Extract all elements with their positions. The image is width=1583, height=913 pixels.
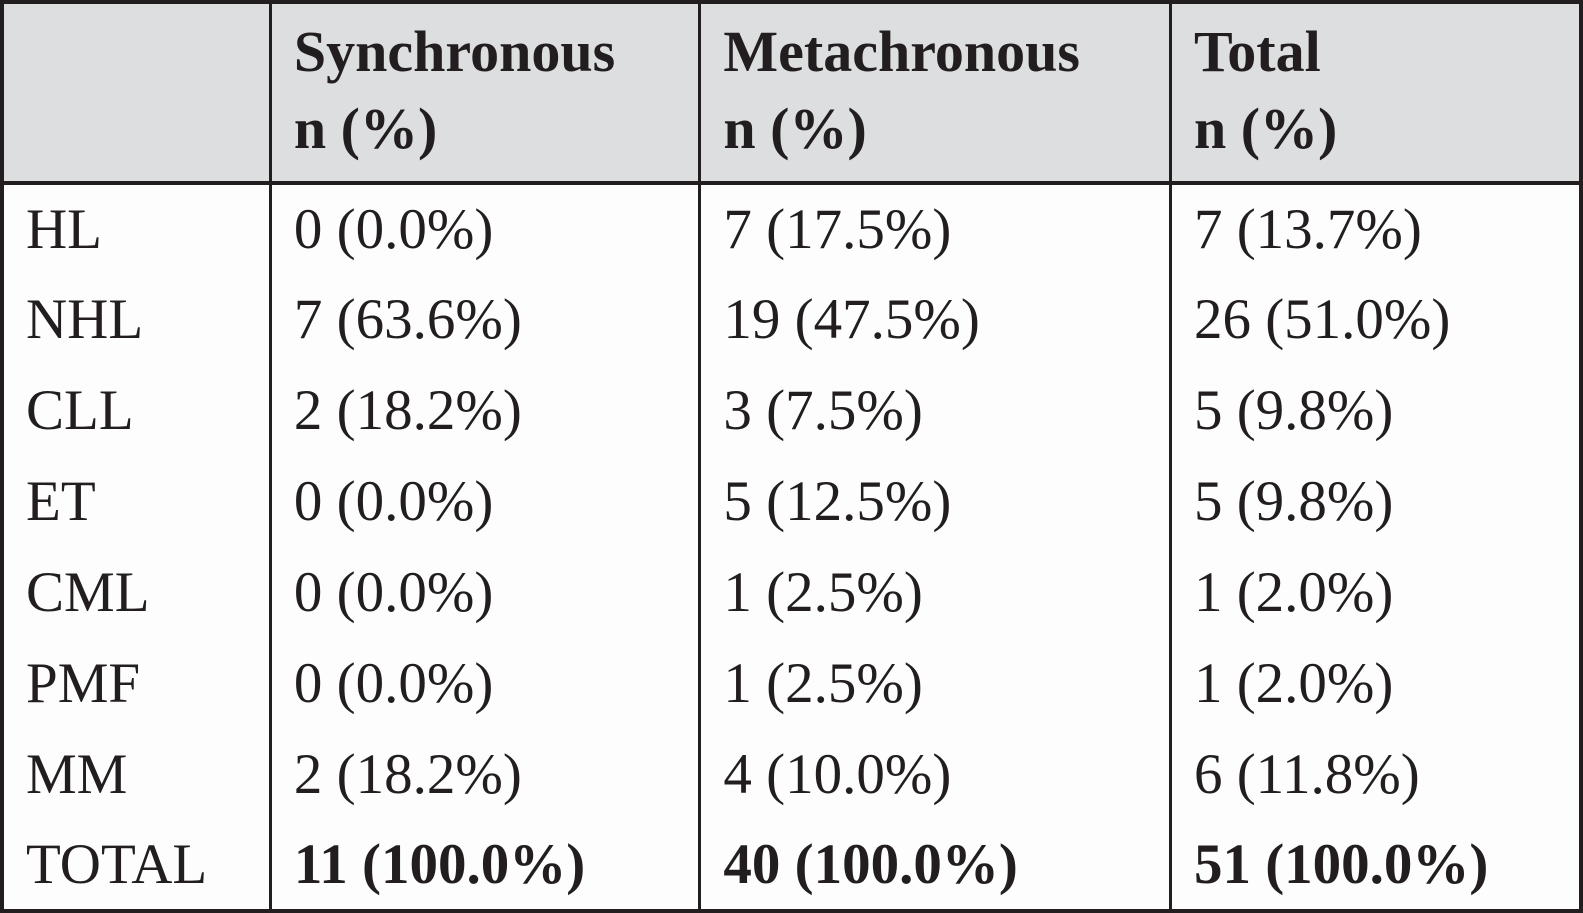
cell-synchronous: 0 (0.0%) [268,638,702,730]
cell-total: 5 (9.8%) [1168,365,1583,457]
header-label: Total [1193,19,1321,84]
table-row-mm: MM 2 (18.2%) 4 (10.0%) 6 (11.8%) [0,729,1583,821]
row-label: ET [0,456,272,548]
cell-metachronous: 5 (12.5%) [698,456,1172,548]
cell-synchronous: 7 (63.6%) [268,274,702,366]
cell-synchronous: 11 (100.0%) [268,820,702,912]
table-row-nhl: NHL 7 (63.6%) 19 (47.5%) 26 (51.0%) [0,274,1583,366]
cell-total: 7 (13.7%) [1168,183,1583,275]
row-label: CLL [0,365,272,457]
cell-synchronous: 2 (18.2%) [268,365,702,457]
cell-synchronous: 2 (18.2%) [268,729,702,821]
cell-synchronous: 0 (0.0%) [268,456,702,548]
header-cell-total: Total n (%) [1168,0,1583,186]
table-row-et: ET 0 (0.0%) 5 (12.5%) 5 (9.8%) [0,456,1583,548]
header-row: Synchronous n (%) Metachronous n (%) Tot… [0,0,1583,186]
cell-total: 5 (9.8%) [1168,456,1583,548]
cell-total: 6 (11.8%) [1168,729,1583,821]
row-label: HL [0,183,272,275]
header-sublabel: n (%) [1193,95,1338,161]
row-label: CML [0,547,272,639]
cell-metachronous: 19 (47.5%) [698,274,1172,366]
header-sublabel: n (%) [723,95,867,161]
cell-total: 26 (51.0%) [1168,274,1583,366]
table-row-cll: CLL 2 (18.2%) 3 (7.5%) 5 (9.8%) [0,365,1583,457]
cell-metachronous: 4 (10.0%) [698,729,1172,821]
cell-metachronous: 3 (7.5%) [698,365,1172,457]
row-label: TOTAL [0,820,272,912]
header-cell-metachronous: Metachronous n (%) [698,0,1172,186]
row-label: NHL [0,274,272,366]
header-cell-synchronous: Synchronous n (%) [268,0,702,186]
cell-metachronous: 7 (17.5%) [698,183,1172,275]
cell-metachronous: 1 (2.5%) [698,638,1172,730]
header-label: Synchronous [293,19,616,84]
cell-total: 1 (2.0%) [1168,547,1583,639]
table-header: Synchronous n (%) Metachronous n (%) Tot… [0,0,1583,186]
table-row-cml: CML 0 (0.0%) 1 (2.5%) 1 (2.0%) [0,547,1583,639]
cell-total: 1 (2.0%) [1168,638,1583,730]
cell-metachronous: 40 (100.0%) [698,820,1172,912]
row-label: MM [0,729,272,821]
table-row-hl: HL 0 (0.0%) 7 (17.5%) 7 (13.7%) [0,183,1583,275]
header-sublabel: n (%) [293,95,438,161]
header-label: Metachronous [723,19,1080,84]
cell-total: 51 (100.0%) [1168,820,1583,912]
cell-metachronous: 1 (2.5%) [698,547,1172,639]
table-body: HL 0 (0.0%) 7 (17.5%) 7 (13.7%) NHL 7 (6… [0,183,1583,912]
cell-synchronous: 0 (0.0%) [268,547,702,639]
table-row-total: TOTAL 11 (100.0%) 40 (100.0%) 51 (100.0%… [0,820,1583,912]
header-cell-empty [0,0,272,186]
row-label: PMF [0,638,272,730]
cell-synchronous: 0 (0.0%) [268,183,702,275]
table-row-pmf: PMF 0 (0.0%) 1 (2.5%) 1 (2.0%) [0,638,1583,730]
